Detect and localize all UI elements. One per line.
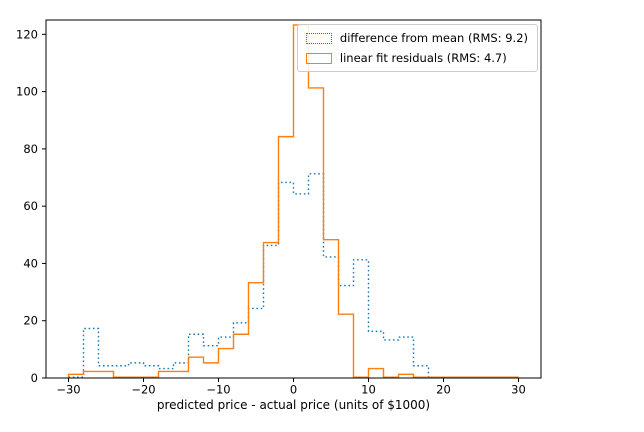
x-tick-label: 0 bbox=[290, 383, 297, 397]
y-tick-label: 120 bbox=[16, 27, 38, 41]
legend-label-linear-fit-residuals: linear fit residuals (RMS: 4.7) bbox=[339, 51, 507, 65]
x-tick-label: 30 bbox=[511, 383, 526, 397]
legend-label-difference-from-mean: difference from mean (RMS: 9.2) bbox=[339, 31, 528, 45]
x-tick-label: −10 bbox=[206, 383, 230, 397]
y-tick-label: 60 bbox=[23, 199, 38, 213]
x-axis-label: predicted price - actual price (units of… bbox=[156, 398, 431, 412]
legend-swatch-dotted-blue bbox=[305, 32, 332, 44]
y-tick-label: 100 bbox=[16, 85, 38, 99]
legend-entry-difference-from-mean: difference from mean (RMS: 9.2) bbox=[305, 31, 528, 45]
y-tick-label: 80 bbox=[23, 142, 38, 156]
histogram-series-0-path bbox=[68, 173, 519, 378]
y-tick-label: 40 bbox=[23, 256, 38, 270]
y-tick-label: 20 bbox=[23, 314, 38, 328]
y-tick-label: 0 bbox=[31, 371, 38, 385]
histogram-series-1-path bbox=[67, 24, 519, 378]
x-tick-label: −20 bbox=[131, 383, 155, 397]
legend-entry-linear-fit-residuals: linear fit residuals (RMS: 4.7) bbox=[305, 51, 528, 65]
x-tick-label: 10 bbox=[361, 383, 376, 397]
legend-swatch-solid-orange bbox=[305, 52, 332, 64]
legend: difference from mean (RMS: 9.2) linear f… bbox=[296, 24, 538, 72]
x-tick-label: −30 bbox=[56, 383, 80, 397]
x-tick-label: 20 bbox=[436, 383, 451, 397]
